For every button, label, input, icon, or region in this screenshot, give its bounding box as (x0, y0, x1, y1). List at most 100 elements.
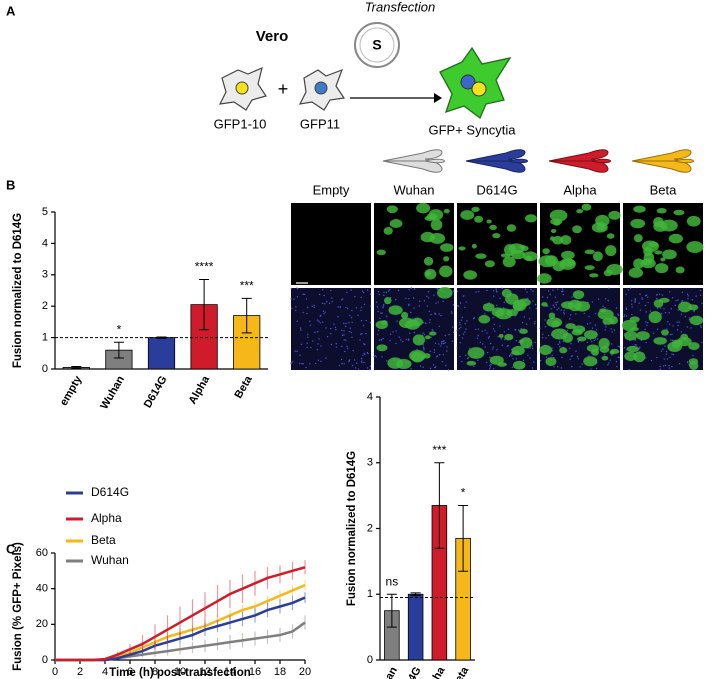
nucleus-stain (589, 322, 591, 324)
gfp-cell (584, 249, 595, 255)
nucleus-stain (365, 333, 367, 335)
gfp-cell (375, 320, 388, 330)
gfp-cell (539, 344, 553, 356)
x-tick-label: 12 (199, 666, 211, 678)
spike-icons (382, 149, 694, 173)
legend-label: Wuhan (91, 553, 129, 567)
gfp-cell (467, 347, 485, 359)
nucleus-stain (669, 291, 671, 293)
nucleus-stain (644, 304, 647, 307)
nucleus-stain (596, 338, 599, 340)
gfp-cell (519, 328, 528, 334)
nucleus-stain (659, 365, 661, 368)
nucleus-stain (672, 325, 674, 327)
nucleus-stain (604, 298, 607, 300)
nucleus-stain (322, 321, 324, 323)
gfp-cell (443, 256, 450, 262)
gfp-cell (495, 308, 513, 320)
nucleus-stain (602, 305, 604, 308)
nucleus-stain (299, 362, 301, 365)
panel-label: A (6, 3, 16, 18)
nucleus-stain (625, 308, 628, 311)
panel-label: B (6, 177, 15, 192)
nucleus-stain (486, 361, 488, 364)
nucleus-stain (438, 343, 440, 345)
nucleus-stain (571, 296, 573, 298)
gfp-cell (677, 336, 692, 347)
nucleus-stain (484, 346, 486, 348)
gfp-cell (389, 219, 403, 228)
nucleus-stain (555, 302, 557, 304)
nucleus-stain (500, 338, 502, 340)
nucleus-stain (435, 356, 438, 358)
nucleus-stain (634, 344, 636, 346)
nucleus-stain (484, 329, 486, 332)
nucleus-stain (350, 317, 353, 319)
nucleus-stain (530, 288, 532, 291)
nucleus-stain (544, 319, 546, 321)
nucleus-stain (316, 319, 319, 321)
nucleus-stain (352, 349, 354, 352)
error-bar (241, 297, 252, 334)
gfp-cell (636, 331, 650, 341)
nucleus-stain (407, 339, 410, 341)
nucleus-stain (569, 358, 571, 361)
nucleus-stain (331, 300, 333, 303)
nucleus-stain (686, 326, 688, 328)
nucleus-stain (608, 362, 610, 364)
nucleus-stain (492, 290, 495, 292)
nucleus-stain (460, 326, 462, 328)
nucleus-stain (290, 298, 292, 300)
nucleus-stain (302, 293, 304, 296)
nucleus-stain (533, 322, 536, 325)
nucleus-stain (330, 289, 332, 292)
nucleus-stain (306, 312, 308, 315)
nucleus-stain (418, 305, 421, 307)
gfp-cell (595, 214, 610, 227)
nucleus-stain (447, 369, 450, 371)
nucleus-stain (669, 323, 671, 325)
nucleus-stain (367, 352, 369, 355)
nucleus-stain (473, 317, 476, 319)
nucleus-stain (306, 306, 309, 309)
nucleus-stain (345, 339, 347, 341)
nucleus-stain (452, 290, 455, 292)
nucleus-stain (322, 289, 324, 291)
nucleus-stain (456, 347, 458, 349)
nucleus-stain (369, 368, 371, 371)
gfp-cell (642, 240, 659, 253)
nucleus-stain (303, 293, 306, 296)
nucleus-stain (608, 287, 610, 289)
nucleus-stain (666, 358, 669, 360)
nucleus-stain (508, 355, 511, 358)
nucleus-stain (492, 348, 494, 350)
nucleus-stain (509, 354, 511, 356)
y-tick-label: 1 (367, 588, 373, 600)
nucleus-stain (511, 355, 513, 357)
nucleus-stain (556, 301, 559, 303)
gfp-cell (484, 260, 495, 268)
nucleus-stain (337, 306, 339, 308)
nucleus-stain (668, 312, 670, 314)
nucleus-stain (525, 323, 528, 325)
x-tick-label: Alpha (422, 664, 448, 679)
nucleus-stain (429, 319, 431, 321)
gfp-cell (552, 235, 564, 245)
gfp-cell (376, 249, 386, 256)
nucleus-stain (659, 368, 662, 371)
nucleus-stain (319, 315, 321, 317)
nucleus-stain (532, 300, 534, 302)
nucleus-stain (313, 306, 315, 309)
nucleus-stain (561, 356, 563, 359)
nucleus-stain (422, 344, 424, 346)
nucleus (314, 81, 328, 95)
gfp-cell (654, 250, 663, 255)
nucleus-stain (456, 330, 458, 332)
nucleus-stain (375, 356, 377, 358)
gfp-cell (574, 301, 591, 312)
nucleus-stain (545, 337, 547, 339)
nucleus-stain (499, 325, 501, 327)
nucleus-stain (533, 361, 535, 363)
nucleus-stain (690, 327, 692, 329)
